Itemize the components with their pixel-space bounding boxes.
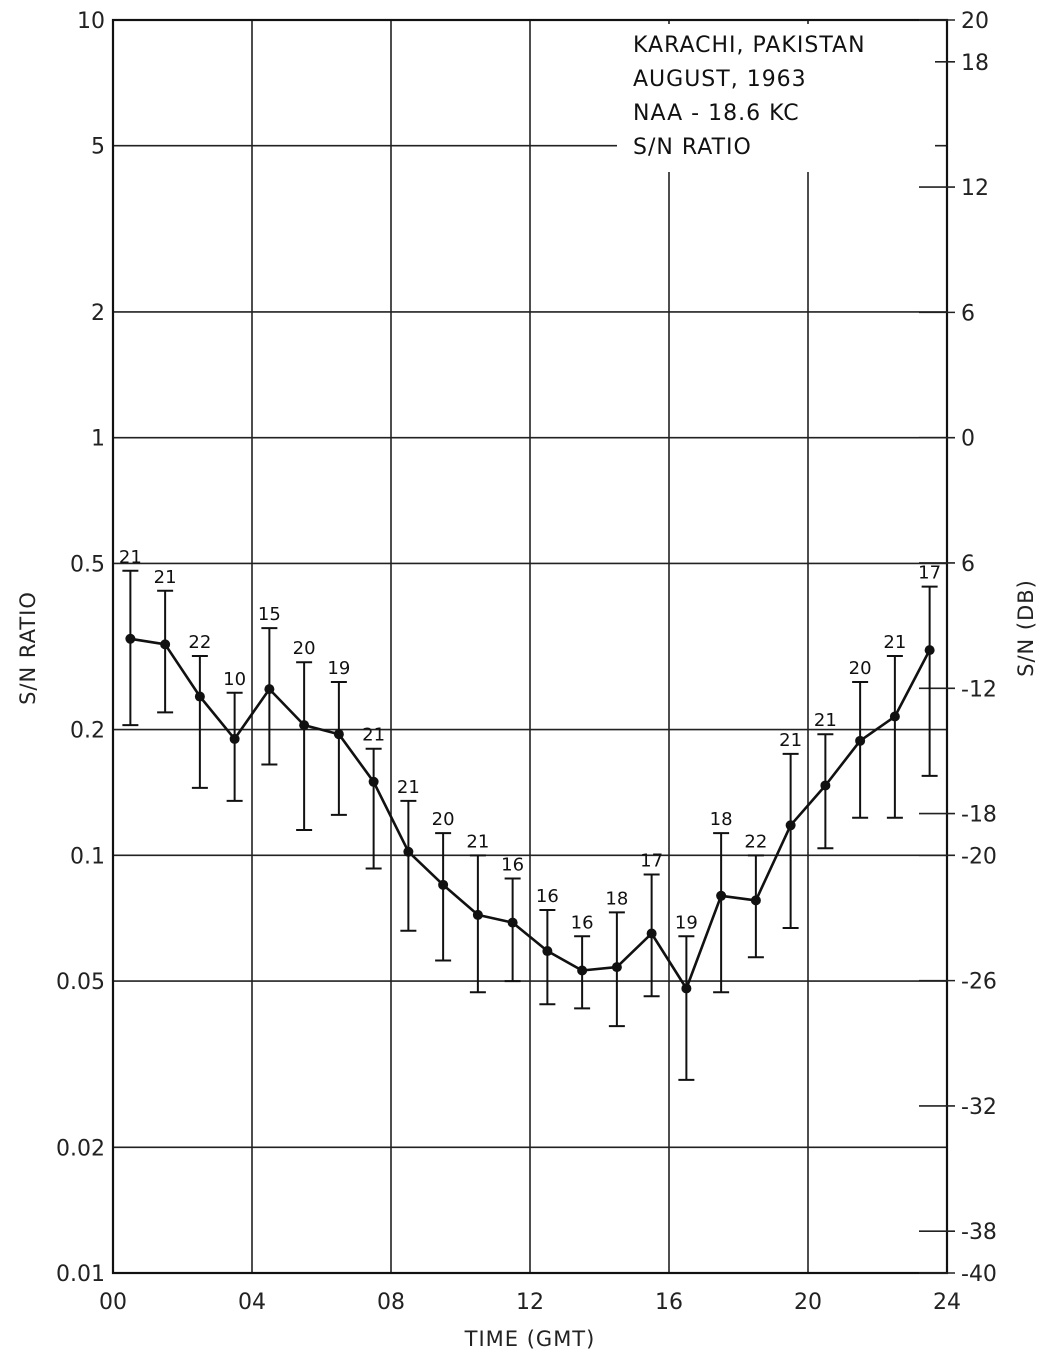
sample-count-label: 15 [258, 604, 281, 625]
x-tick-label: 12 [516, 1290, 544, 1315]
sample-count-label: 16 [536, 886, 559, 907]
data-point [681, 983, 692, 994]
data-points [125, 633, 935, 994]
y-right-tick-label: -26 [961, 970, 997, 995]
sample-count-label: 16 [571, 912, 594, 933]
y-tick-label: 10 [77, 9, 105, 34]
data-point [125, 633, 136, 644]
y-right-tick-label: 18 [961, 51, 989, 76]
plot-border [111, 18, 949, 1275]
title-box-bg [617, 24, 935, 172]
y-tick-label: 5 [91, 135, 105, 160]
data-point [820, 780, 831, 791]
y-right-tick-label: 20 [961, 9, 989, 34]
x-axis-label: TIME (GMT) [464, 1327, 596, 1351]
y-tick-label: 0.02 [56, 1136, 105, 1161]
sample-count-label: 10 [223, 669, 246, 690]
y-axis-ticks: 10 5 2 1 0.5 0.2 0.1 0.05 0.02 0.01 [56, 9, 105, 1287]
data-point [507, 917, 518, 928]
y-tick-label: 0.1 [70, 844, 105, 869]
data-point [785, 820, 796, 831]
x-tick-label: 16 [655, 1290, 683, 1315]
sample-count-label: 21 [154, 567, 177, 588]
x-tick-label: 24 [933, 1290, 961, 1315]
sample-count-label: 16 [501, 855, 524, 876]
y-axis-label: S/N RATIO [16, 591, 40, 705]
title-line-2: AUGUST, 1963 [633, 67, 807, 92]
sample-count-label: 21 [779, 730, 802, 751]
y-tick-label: 2 [91, 301, 105, 326]
y-right-tick-label: -40 [961, 1262, 997, 1287]
x-tick-label: 20 [794, 1290, 822, 1315]
sample-count-label: 17 [918, 563, 941, 584]
data-point [264, 684, 275, 695]
y-tick-label: 1 [91, 427, 105, 452]
y-right-tick-label: -32 [961, 1095, 997, 1120]
sample-count-label: 21 [466, 831, 489, 852]
data-point [889, 711, 900, 722]
y-right-axis-label: S/N (DB) [1014, 579, 1038, 677]
y-right-tick-label: -38 [961, 1220, 997, 1245]
sample-count-label: 22 [744, 831, 767, 852]
data-point [611, 962, 622, 973]
y-right-tick-label: 6 [961, 301, 975, 326]
sample-count-label: 21 [119, 547, 142, 568]
sample-count-label: 17 [640, 850, 663, 871]
data-point [716, 890, 727, 901]
sample-count-label: 21 [814, 710, 837, 731]
sample-count-label: 22 [188, 632, 211, 653]
data-point [750, 895, 761, 906]
sample-count-label: 20 [293, 638, 316, 659]
data-point [542, 946, 553, 957]
title-line-4: S/N RATIO [633, 135, 752, 160]
data-point [577, 965, 588, 976]
y-tick-label: 0.2 [70, 719, 105, 744]
y-tick-label: 0.01 [56, 1262, 105, 1287]
data-point [299, 720, 310, 731]
y-tick-label: 0.05 [56, 970, 105, 995]
data-point [333, 729, 344, 740]
data-point [472, 909, 483, 920]
y-tick-label: 0.5 [70, 552, 105, 577]
series-path [130, 637, 931, 990]
plot-frame [111, 18, 949, 1275]
sample-count-label: 18 [605, 888, 628, 909]
title-line-3: NAA - 18.6 KC [633, 101, 800, 126]
grid-lines [113, 20, 947, 1273]
sample-count-label: 21 [397, 777, 420, 798]
sample-count-label: 20 [432, 809, 455, 830]
y-right-tick-label: 0 [961, 427, 975, 452]
title-line-1: KARACHI, PAKISTAN [633, 33, 866, 58]
x-tick-label: 08 [377, 1290, 405, 1315]
x-tick-label: 00 [99, 1290, 127, 1315]
sample-count-label: 21 [883, 632, 906, 653]
y-right-axis-ticks: 20 18 12 6 0 6 -12 -18 -20 -26 -32 -38 -40 [919, 9, 997, 1287]
data-point [160, 639, 171, 650]
sample-count-label: 19 [675, 912, 698, 933]
x-axis-ticks: 00 04 08 12 16 20 24 [99, 1290, 961, 1315]
sample-count-label: 20 [849, 658, 872, 679]
sample-count-label: 18 [710, 809, 733, 830]
y-right-tick-label: -12 [961, 677, 997, 702]
y-right-tick-label: -18 [961, 803, 997, 828]
data-point [924, 645, 935, 656]
sample-count-label: 19 [327, 658, 350, 679]
data-point [855, 735, 866, 746]
data-point [229, 733, 240, 744]
y-right-tick-label: 6 [961, 552, 975, 577]
y-right-tick-label: 12 [961, 176, 989, 201]
sample-count-label: 21 [362, 725, 385, 746]
error-bars [122, 569, 938, 1081]
data-point [194, 691, 205, 702]
data-point [438, 879, 449, 890]
sample-count-labels: 21 21 22 10 15 20 19 21 21 20 21 16 16 16 18 17 19 18 22 21… [119, 547, 941, 933]
data-point [368, 776, 379, 787]
x-tick-label: 04 [238, 1290, 266, 1315]
y-right-tick-label: -20 [961, 844, 997, 869]
data-point [403, 846, 414, 857]
data-point [646, 928, 657, 939]
series-line [130, 637, 931, 990]
